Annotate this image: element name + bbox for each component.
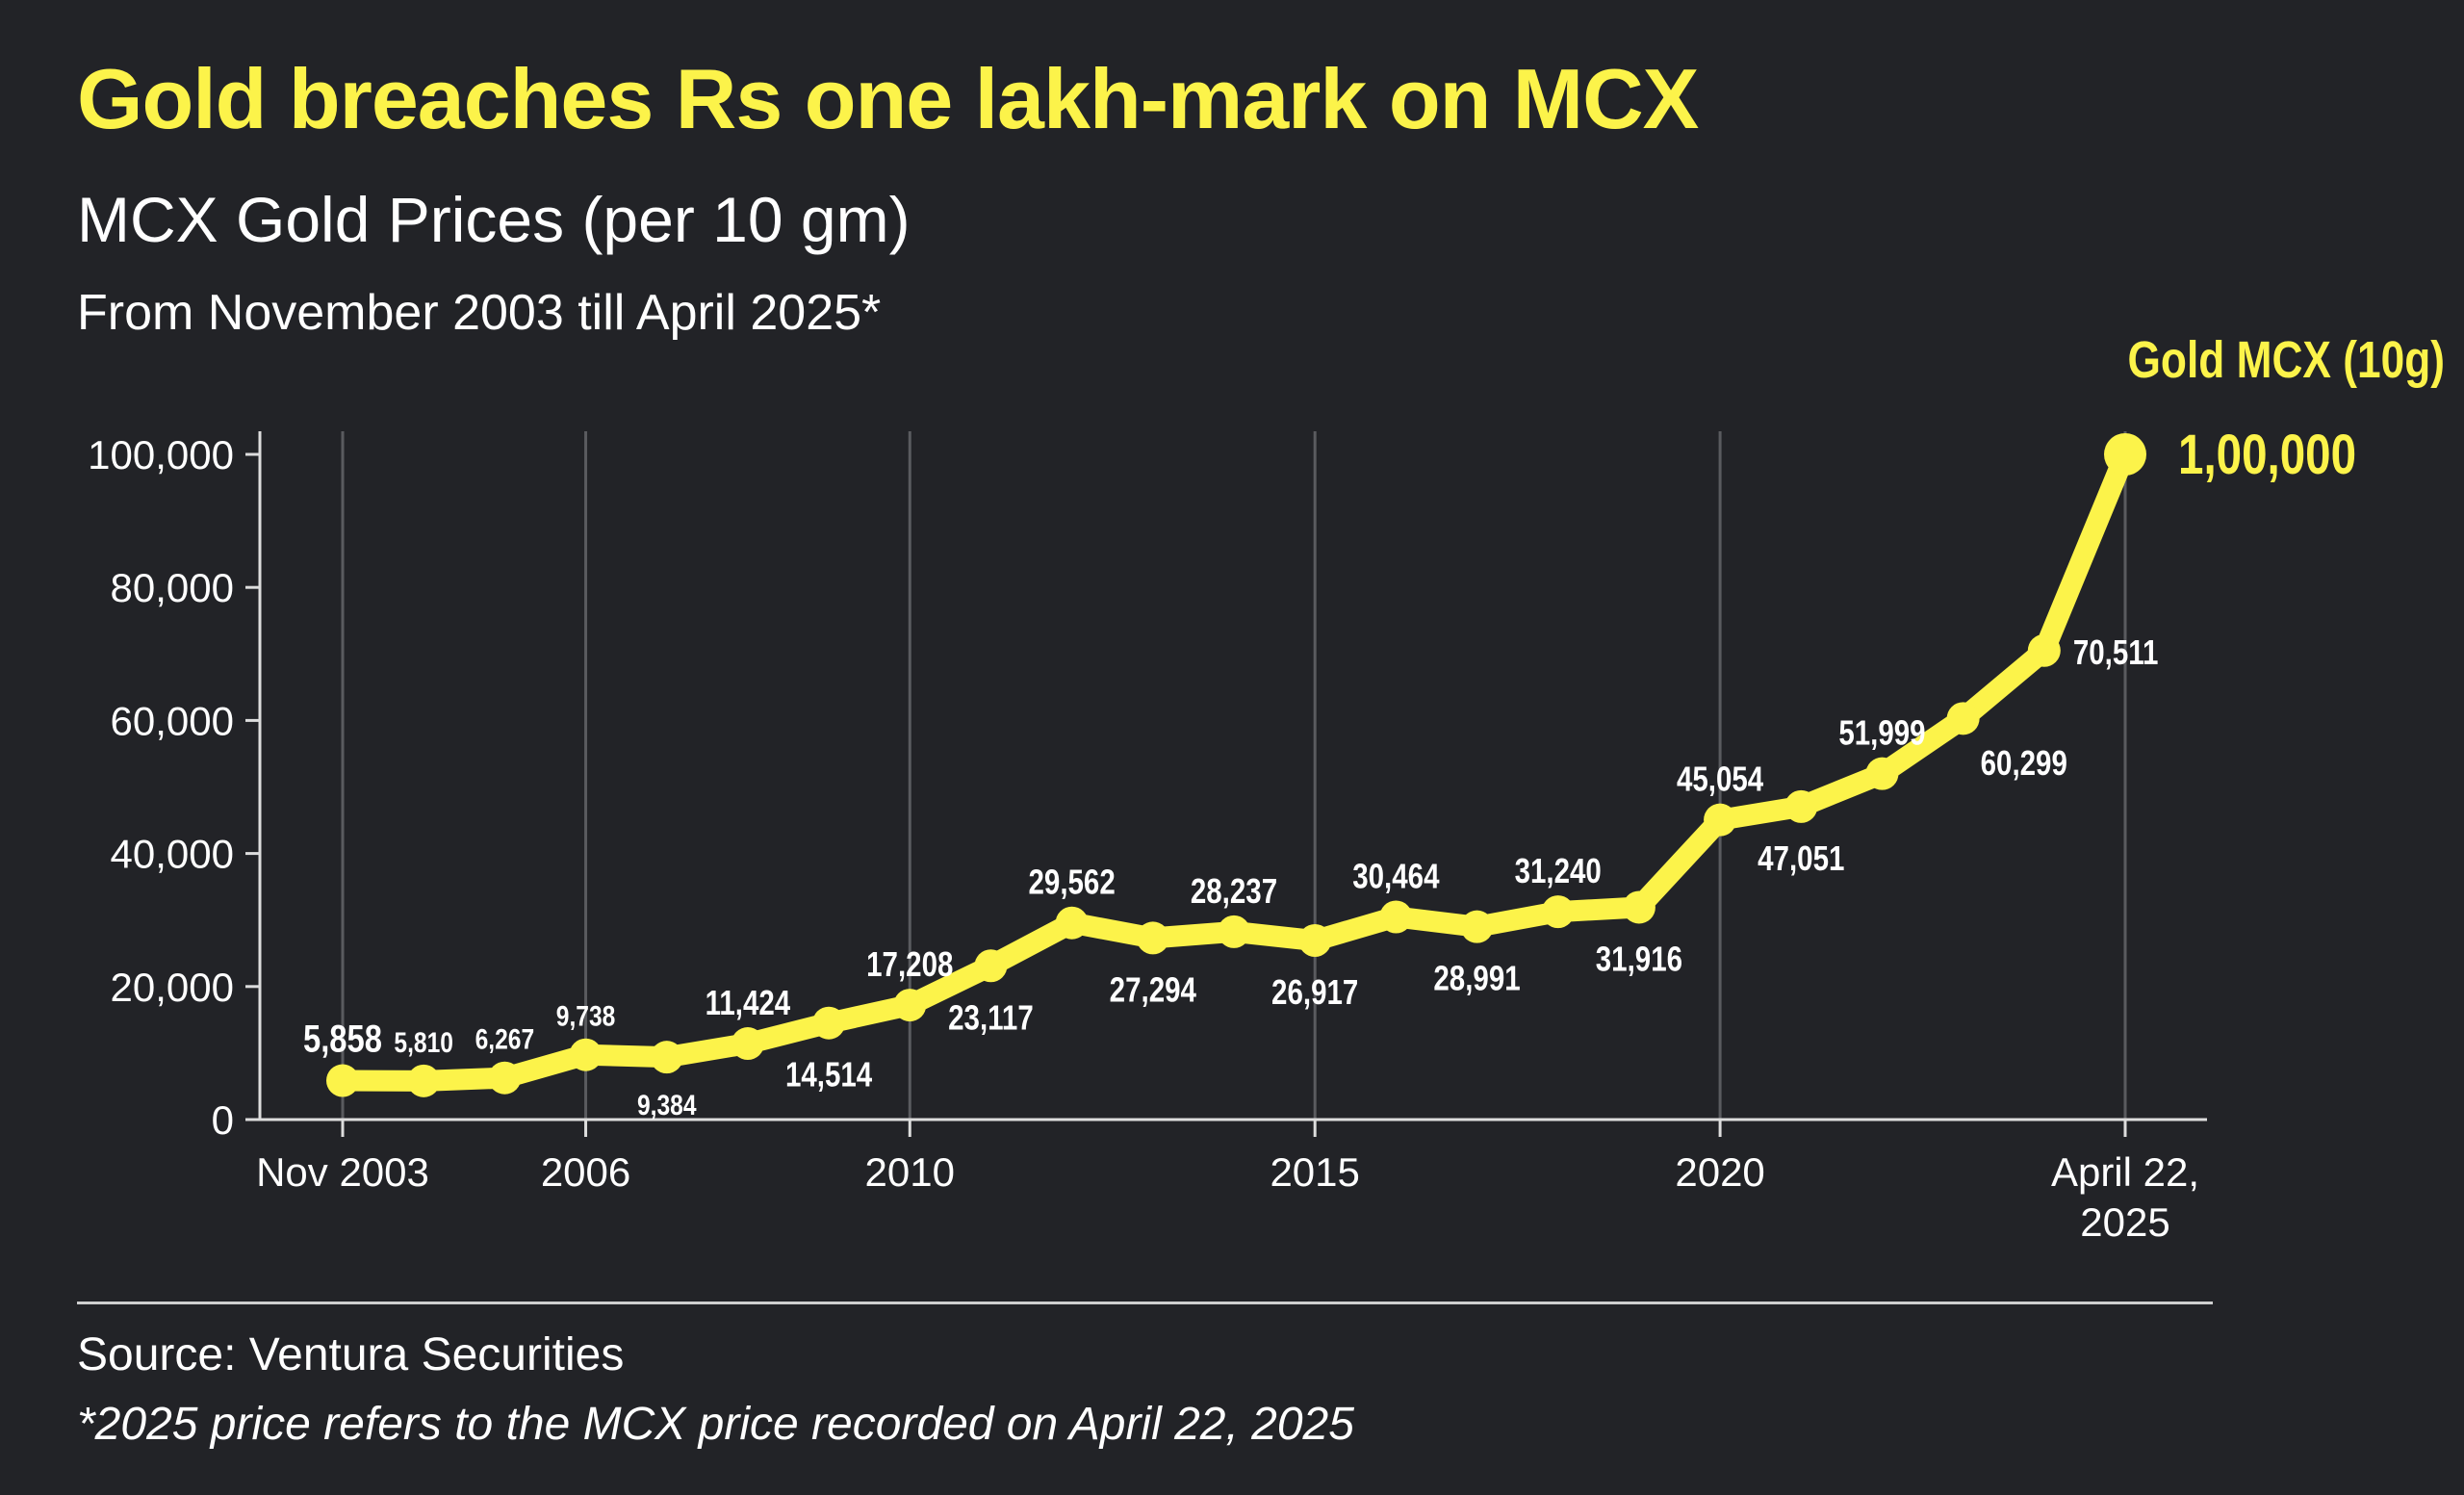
- y-tick-label: 100,000: [88, 432, 234, 477]
- data-label: 9,738: [556, 999, 616, 1032]
- series-label: Gold MCX (10g): [2127, 331, 2445, 389]
- final-value-label: 1,00,000: [2178, 425, 2356, 487]
- data-point: [1055, 906, 1089, 940]
- data-point: [407, 1064, 441, 1097]
- data-label: 14,514: [785, 1055, 873, 1094]
- data-label: 26,917: [1271, 972, 1358, 1011]
- data-label: 11,424: [706, 983, 791, 1021]
- data-point: [2027, 633, 2061, 667]
- y-tick-label: 80,000: [111, 565, 234, 610]
- data-point: [1704, 803, 1737, 837]
- data-label: 6,267: [475, 1022, 535, 1055]
- data-label: 70,511: [2073, 632, 2159, 671]
- data-point: [2104, 433, 2146, 476]
- data-point: [326, 1064, 359, 1097]
- data-label: 60,299: [1981, 743, 2067, 782]
- data-label: 28,237: [1191, 871, 1277, 910]
- x-tick-label: Nov 2003: [256, 1149, 429, 1195]
- data-label: 9,384: [637, 1089, 697, 1121]
- y-tick-label: 40,000: [111, 832, 234, 877]
- data-label: 47,051: [1758, 838, 1844, 877]
- x-tick-label: 2010: [865, 1149, 955, 1195]
- chart-subtitle: MCX Gold Prices (per 10 gm): [77, 184, 911, 255]
- data-point: [1622, 890, 1656, 924]
- data-label: 31,240: [1515, 851, 1602, 889]
- price-line: [332, 444, 2136, 1092]
- data-point: [1460, 910, 1494, 943]
- data-point: [650, 1041, 683, 1074]
- y-tick-label: 0: [212, 1097, 234, 1143]
- data-point: [1298, 924, 1332, 958]
- data-point: [1946, 702, 1980, 735]
- y-tick-label: 60,000: [111, 698, 234, 743]
- x-tick-label: 2025: [2080, 1199, 2169, 1245]
- data-label: 5,810: [394, 1026, 453, 1059]
- data-point: [1865, 757, 1899, 790]
- data-point: [1218, 915, 1250, 948]
- x-tick-label: 2020: [1675, 1149, 1764, 1195]
- data-label: 45,054: [1677, 760, 1764, 798]
- data-label: 51,999: [1838, 713, 1925, 752]
- data-label: 5,858: [303, 1017, 382, 1060]
- data-point: [569, 1038, 603, 1071]
- data-label: 31,916: [1596, 940, 1682, 978]
- data-label: 27,294: [1110, 970, 1197, 1009]
- x-tick-label: 2006: [541, 1149, 630, 1195]
- data-point: [1784, 789, 1818, 823]
- footnote: *2025 price refers to the MCX price reco…: [77, 1399, 1354, 1450]
- data-point: [893, 989, 927, 1022]
- data-label: 17,208: [866, 944, 953, 983]
- data-point: [488, 1061, 522, 1095]
- data-point: [731, 1027, 764, 1061]
- divider: [77, 1302, 2213, 1304]
- y-tick-label: 20,000: [111, 965, 234, 1010]
- data-label: 23,117: [948, 997, 1034, 1036]
- data-point: [1136, 921, 1169, 955]
- line-chart: Nov 2003 2006 2010 2015 2020 April 22,2025 0 20…: [88, 331, 2445, 1245]
- data-point: [812, 1006, 846, 1040]
- data-label: 29,562: [1029, 863, 1116, 901]
- data-label: 28,991: [1433, 959, 1520, 997]
- source-text: Source: Ventura Securities: [77, 1329, 625, 1380]
- chart-date-range: From November 2003 till April 2025*: [77, 285, 882, 341]
- x-tick-label: April 22,: [2051, 1149, 2199, 1195]
- data-point: [1541, 895, 1575, 929]
- data-point: [974, 949, 1008, 983]
- chart-title: Gold breaches Rs one lakh-mark on MCX: [77, 51, 1699, 146]
- data-point: [1379, 900, 1413, 934]
- data-label: 30,464: [1352, 857, 1440, 895]
- x-tick-label: 2015: [1270, 1149, 1359, 1195]
